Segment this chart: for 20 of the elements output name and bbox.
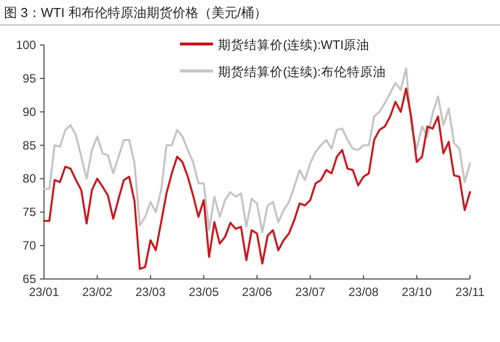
x-tick-label: 23/05 (188, 285, 220, 299)
x-tick-label: 23/08 (348, 285, 379, 299)
chart-title: 图 3：WTI 和布伦特原油期货价格（美元/桶） (4, 5, 267, 20)
y-tick-label: 75 (22, 205, 36, 220)
y-tick-label: 80 (22, 172, 36, 186)
y-tick-label: 100 (16, 38, 36, 52)
x-tick-label: 23/11 (455, 285, 485, 299)
x-tick-label: 23/07 (295, 285, 326, 299)
x-tick-label: 23/01 (28, 285, 60, 299)
legend-label: 期货结算价(连续):WTI原油 (218, 38, 370, 52)
y-tick-label: 85 (22, 138, 36, 152)
legend-label: 期货结算价(连续):布伦特原油 (218, 65, 386, 79)
y-tick-label: 90 (22, 104, 36, 119)
x-tick-label: 23/10 (402, 285, 432, 299)
x-tick-label: 23/03 (135, 285, 166, 299)
x-tick-label: 23/06 (242, 285, 272, 299)
y-tick-label: 95 (22, 71, 36, 86)
y-tick-label: 70 (22, 238, 36, 253)
y-tick-label: 65 (22, 272, 36, 286)
x-tick-label: 23/02 (82, 285, 113, 299)
